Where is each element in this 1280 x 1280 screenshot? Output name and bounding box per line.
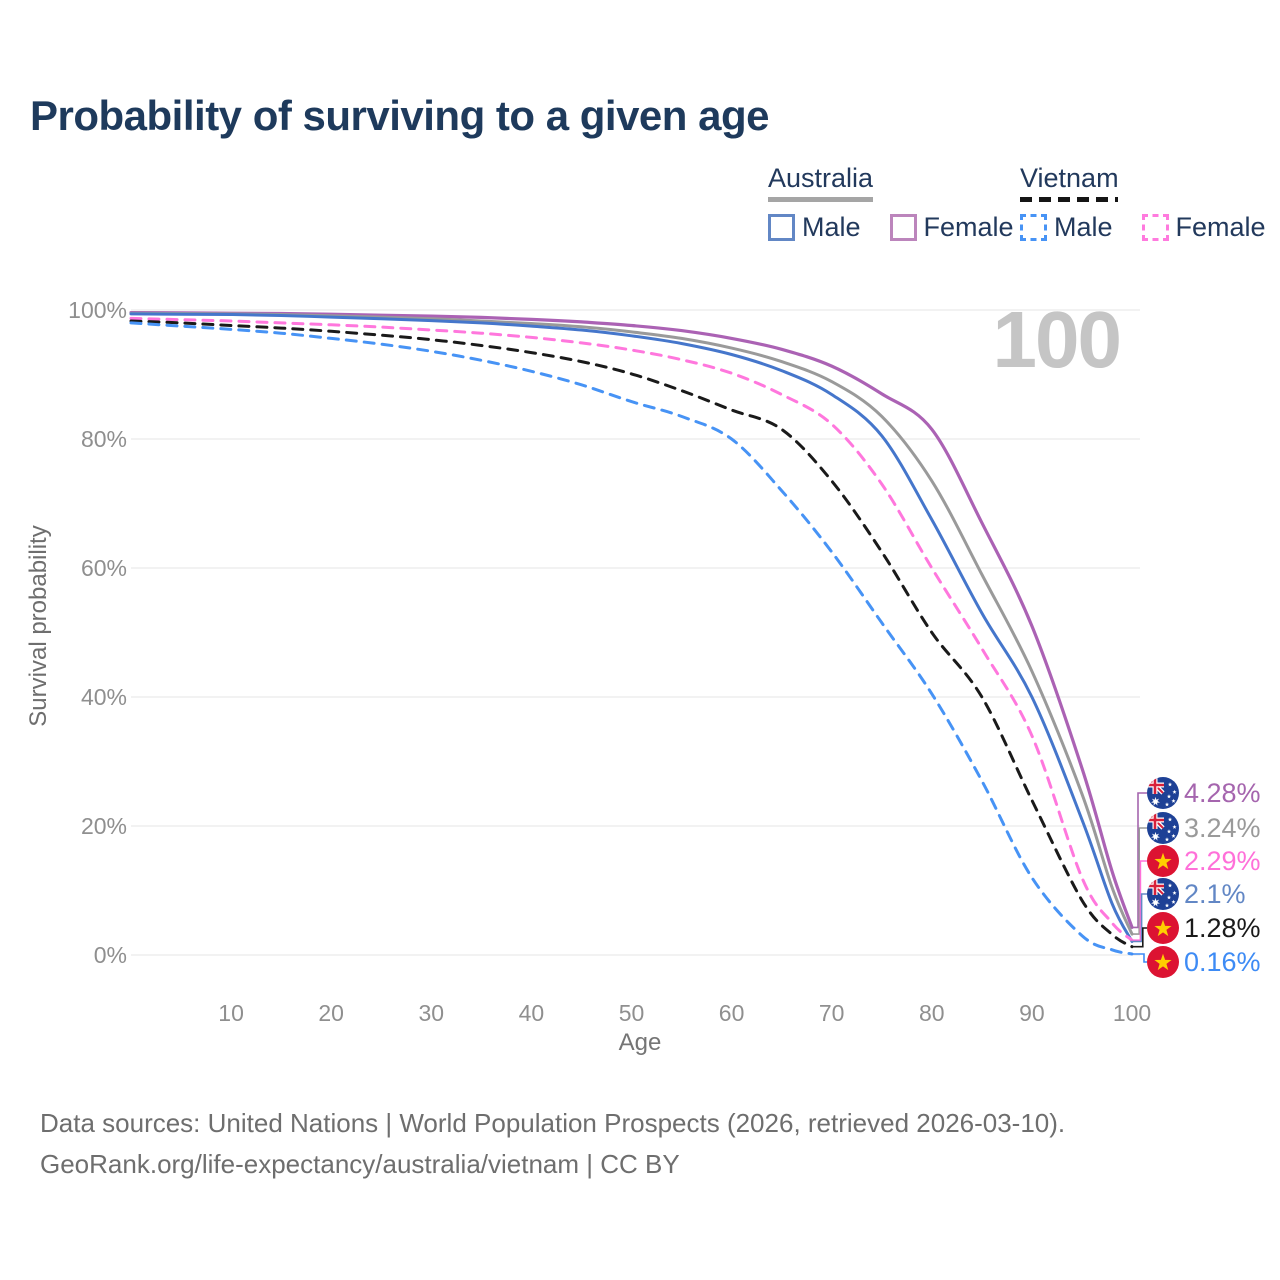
end-label-connector: [1131, 792, 1147, 929]
x-tick-label: 60: [719, 1000, 745, 1026]
footer-sources: Data sources: United Nations | World Pop…: [40, 1108, 1066, 1138]
legend-australia: Australia Male Female: [768, 163, 1014, 243]
x-axis-title: Age: [619, 1029, 662, 1056]
legend-australia-female-swatch[interactable]: [889, 214, 917, 241]
australia-flag-icon: [1147, 777, 1179, 809]
series-line-australia-male: [129, 312, 1134, 943]
end-value-label: 4.28%: [1184, 778, 1261, 808]
legend-australia-male-swatch[interactable]: [768, 214, 795, 241]
series-line-australia-both-sexes: [129, 311, 1134, 936]
footer-attribution: GeoRank.org/life-expectancy/australia/vi…: [40, 1149, 680, 1179]
end-label-connector: [1131, 827, 1147, 935]
legend-vietnam-line-swatch: [1020, 197, 1118, 202]
x-tick-label: 100: [1113, 1000, 1151, 1026]
end-label-connector: [1131, 953, 1147, 963]
series-line-vietnam-female: [129, 316, 1134, 942]
y-axis-title: Survival probability: [25, 525, 52, 726]
y-tick-label: 60%: [81, 555, 127, 581]
y-tick-label: 0%: [94, 942, 127, 968]
end-label-connector: [1131, 860, 1147, 941]
australia-flag-icon: [1147, 878, 1179, 910]
end-label-connector: [1131, 893, 1147, 943]
legend-vietnam-male-swatch[interactable]: [1020, 214, 1047, 241]
legend-vietnam-female-label[interactable]: Female: [1175, 212, 1266, 242]
legend-australia-label: Australia: [768, 163, 874, 193]
x-tick-label: 80: [919, 1000, 945, 1026]
x-tick-label: 20: [318, 1000, 344, 1026]
vietnam-flag-icon: [1147, 845, 1179, 877]
end-value-label: 2.1%: [1184, 879, 1246, 909]
x-tick-label: 70: [819, 1000, 845, 1026]
vietnam-flag-icon: [1147, 912, 1179, 944]
legend-vietnam-label: Vietnam: [1020, 163, 1119, 193]
legend-vietnam: Vietnam Male Female: [1020, 163, 1266, 243]
legend-australia-female-label[interactable]: Female: [923, 212, 1014, 242]
end-value-label: 0.16%: [1184, 947, 1261, 977]
legend-australia-line-swatch: [768, 197, 873, 202]
y-tick-label: 80%: [81, 426, 127, 452]
australia-flag-icon: [1147, 812, 1179, 844]
x-tick-label: 50: [619, 1000, 645, 1026]
end-value-label: 1.28%: [1184, 913, 1261, 943]
series-line-australia-female: [129, 311, 1134, 929]
x-tick-label: 30: [419, 1000, 445, 1026]
legend-australia-male-label[interactable]: Male: [802, 212, 861, 242]
footer: Data sources: United Nations | World Pop…: [40, 1103, 1065, 1185]
series-line-vietnam-both-sexes: [129, 319, 1134, 949]
age-counter-watermark: 100: [993, 295, 1120, 384]
legend-vietnam-male-label[interactable]: Male: [1054, 212, 1113, 242]
end-value-label: 2.29%: [1184, 846, 1261, 876]
page-title: Probability of surviving to a given age: [30, 92, 769, 139]
y-tick-label: 100%: [68, 297, 127, 323]
x-tick-label: 10: [218, 1000, 244, 1026]
series-line-vietnam-male: [129, 321, 1134, 956]
vietnam-flag-icon: [1147, 946, 1179, 978]
end-label-connector: [1131, 927, 1147, 948]
legend-vietnam-female-swatch[interactable]: [1141, 214, 1169, 241]
x-tick-label: 40: [519, 1000, 545, 1026]
end-value-label: 3.24%: [1184, 813, 1261, 843]
x-tick-label: 90: [1019, 1000, 1045, 1026]
y-tick-label: 20%: [81, 813, 127, 839]
y-tick-label: 40%: [81, 684, 127, 710]
